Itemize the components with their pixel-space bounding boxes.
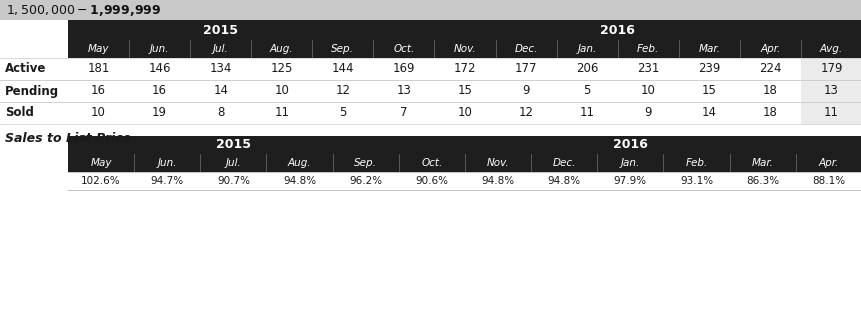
Text: 18: 18 bbox=[762, 84, 777, 98]
Bar bbox=[0, 58, 861, 80]
Text: 8: 8 bbox=[217, 107, 224, 120]
Text: Avg.: Avg. bbox=[819, 44, 842, 54]
Bar bbox=[68, 20, 861, 40]
Text: 10: 10 bbox=[457, 107, 472, 120]
Text: 86.3%: 86.3% bbox=[746, 176, 778, 186]
Text: 94.8%: 94.8% bbox=[481, 176, 514, 186]
Text: 179: 179 bbox=[820, 62, 842, 75]
Text: Jan.: Jan. bbox=[620, 158, 640, 168]
Text: Sales to List Price: Sales to List Price bbox=[5, 132, 131, 145]
Text: Aug.: Aug. bbox=[269, 44, 294, 54]
Text: 11: 11 bbox=[274, 107, 289, 120]
Text: 102.6%: 102.6% bbox=[81, 176, 121, 186]
Text: Mar.: Mar. bbox=[697, 44, 720, 54]
Text: 7: 7 bbox=[400, 107, 407, 120]
Text: 144: 144 bbox=[331, 62, 354, 75]
Text: 13: 13 bbox=[396, 84, 411, 98]
Text: 177: 177 bbox=[514, 62, 536, 75]
Text: 94.8%: 94.8% bbox=[282, 176, 316, 186]
Text: 146: 146 bbox=[148, 62, 170, 75]
Text: Sep.: Sep. bbox=[331, 44, 354, 54]
Text: 10: 10 bbox=[640, 84, 655, 98]
Text: 9: 9 bbox=[644, 107, 651, 120]
Text: 13: 13 bbox=[823, 84, 838, 98]
Text: 10: 10 bbox=[91, 107, 106, 120]
Text: 206: 206 bbox=[575, 62, 598, 75]
Text: 2016: 2016 bbox=[612, 138, 647, 151]
Bar bbox=[68, 154, 861, 172]
Text: May: May bbox=[90, 158, 112, 168]
Text: Jul.: Jul. bbox=[213, 44, 228, 54]
Text: 19: 19 bbox=[152, 107, 167, 120]
Text: 9: 9 bbox=[522, 84, 530, 98]
Text: Nov.: Nov. bbox=[453, 44, 476, 54]
Text: 2015: 2015 bbox=[215, 138, 251, 151]
Text: Jul.: Jul. bbox=[226, 158, 241, 168]
Text: 18: 18 bbox=[762, 107, 777, 120]
Text: Apr.: Apr. bbox=[759, 44, 779, 54]
Text: 15: 15 bbox=[701, 84, 715, 98]
Bar bbox=[0, 0, 861, 20]
Text: Feb.: Feb. bbox=[636, 44, 659, 54]
Text: 93.1%: 93.1% bbox=[679, 176, 712, 186]
Text: Sold: Sold bbox=[5, 107, 34, 120]
Text: 15: 15 bbox=[457, 84, 472, 98]
Text: 5: 5 bbox=[583, 84, 590, 98]
Text: $1,500,000 - $1,999,999: $1,500,000 - $1,999,999 bbox=[6, 2, 161, 18]
Text: Pending: Pending bbox=[5, 84, 59, 98]
Text: Jun.: Jun. bbox=[150, 44, 169, 54]
Text: Jan.: Jan. bbox=[577, 44, 596, 54]
Text: 90.6%: 90.6% bbox=[415, 176, 448, 186]
Text: 90.7%: 90.7% bbox=[217, 176, 250, 186]
Bar bbox=[800, 80, 861, 102]
Text: Oct.: Oct. bbox=[393, 44, 414, 54]
Text: 14: 14 bbox=[701, 107, 716, 120]
Text: 16: 16 bbox=[91, 84, 106, 98]
Text: Aug.: Aug. bbox=[288, 158, 311, 168]
Bar bbox=[800, 102, 861, 124]
Text: Mar.: Mar. bbox=[751, 158, 773, 168]
Text: May: May bbox=[88, 44, 109, 54]
Bar bbox=[68, 136, 861, 154]
Text: 224: 224 bbox=[759, 62, 781, 75]
Bar bbox=[800, 58, 861, 80]
Text: Nov.: Nov. bbox=[486, 158, 509, 168]
Bar bbox=[68, 172, 861, 190]
Text: Dec.: Dec. bbox=[552, 158, 575, 168]
Text: 2015: 2015 bbox=[203, 23, 238, 36]
Bar bbox=[0, 102, 861, 124]
Text: Sep.: Sep. bbox=[354, 158, 377, 168]
Text: Feb.: Feb. bbox=[684, 158, 707, 168]
Text: 94.8%: 94.8% bbox=[547, 176, 580, 186]
Text: 88.1%: 88.1% bbox=[811, 176, 845, 186]
Text: 11: 11 bbox=[823, 107, 838, 120]
Text: Dec.: Dec. bbox=[514, 44, 537, 54]
Bar bbox=[0, 80, 861, 102]
Text: Oct.: Oct. bbox=[421, 158, 442, 168]
Bar bbox=[68, 40, 861, 58]
Text: 2016: 2016 bbox=[599, 23, 635, 36]
Text: Jun.: Jun. bbox=[158, 158, 177, 168]
Text: 169: 169 bbox=[393, 62, 415, 75]
Text: Apr.: Apr. bbox=[818, 158, 838, 168]
Text: 5: 5 bbox=[338, 107, 346, 120]
Text: 96.2%: 96.2% bbox=[349, 176, 382, 186]
Text: 172: 172 bbox=[453, 62, 475, 75]
Text: Active: Active bbox=[5, 62, 46, 75]
Text: 134: 134 bbox=[209, 62, 232, 75]
Text: 231: 231 bbox=[636, 62, 659, 75]
Text: 97.9%: 97.9% bbox=[613, 176, 647, 186]
Text: 94.7%: 94.7% bbox=[151, 176, 183, 186]
Text: 16: 16 bbox=[152, 84, 167, 98]
Text: 239: 239 bbox=[697, 62, 720, 75]
Text: 181: 181 bbox=[87, 62, 109, 75]
Text: 14: 14 bbox=[213, 84, 228, 98]
Text: 12: 12 bbox=[335, 84, 350, 98]
Text: 11: 11 bbox=[579, 107, 594, 120]
Text: 12: 12 bbox=[518, 107, 533, 120]
Text: 125: 125 bbox=[270, 62, 293, 75]
Text: 10: 10 bbox=[274, 84, 289, 98]
